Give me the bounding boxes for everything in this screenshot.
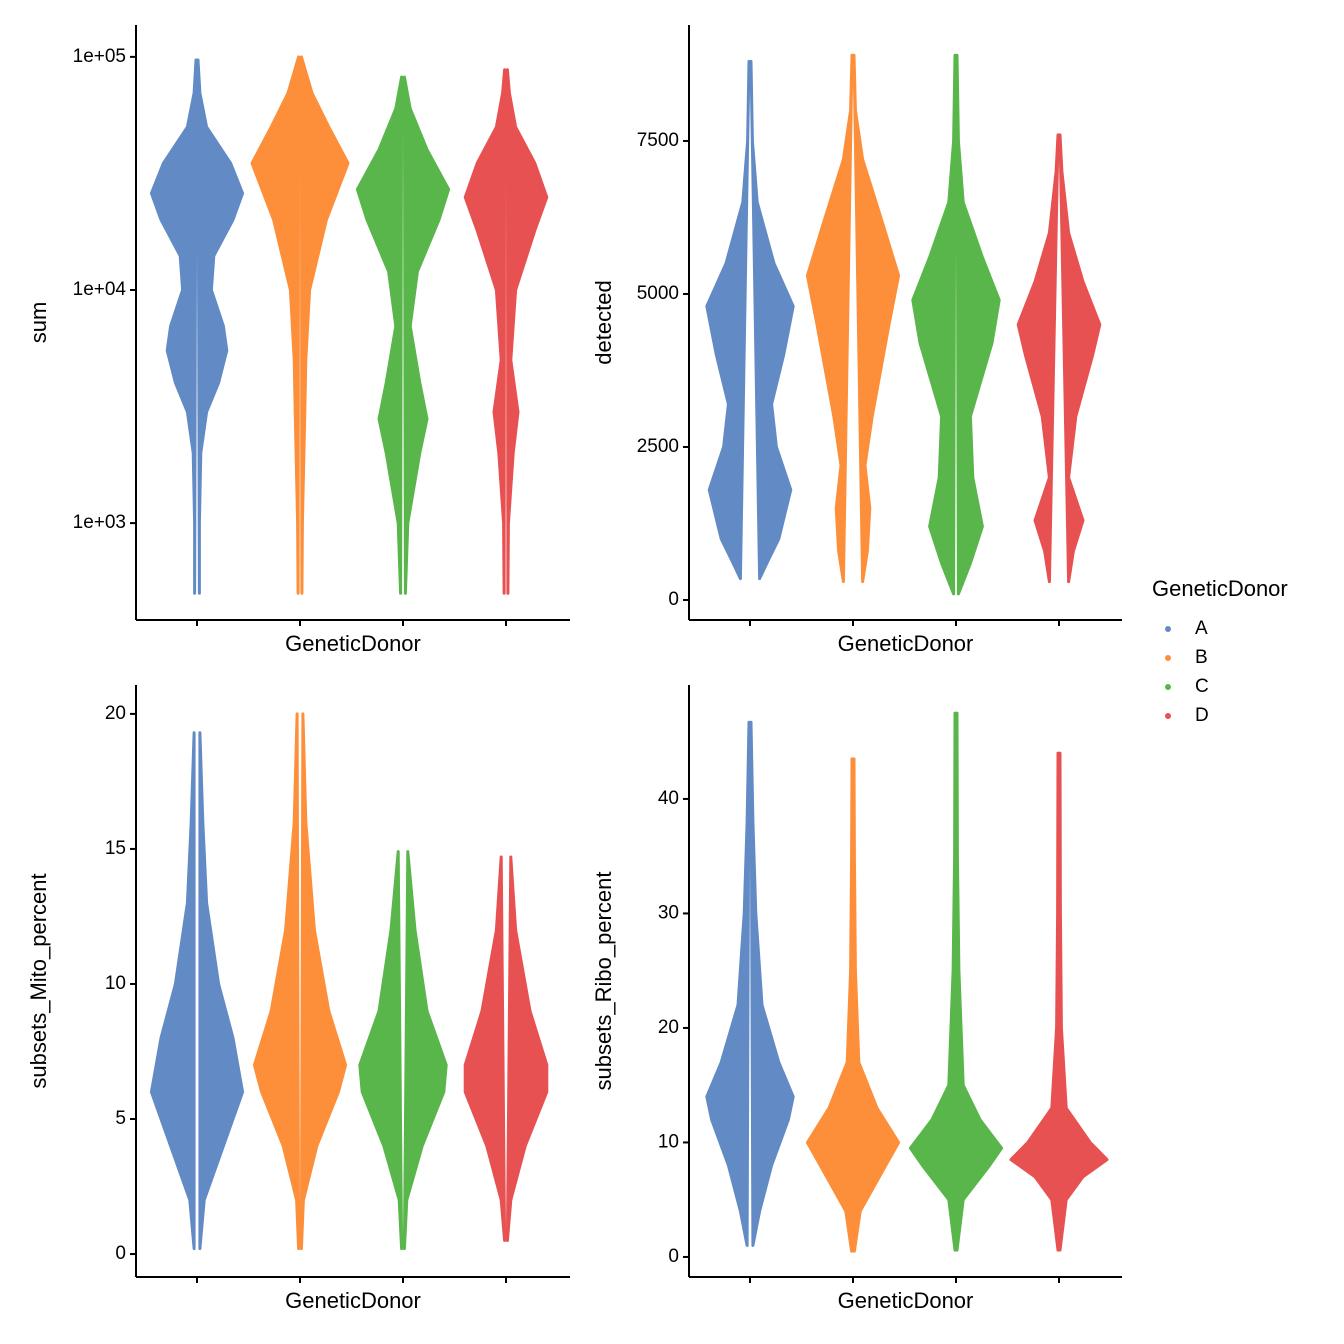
violin-half	[705, 720, 751, 1247]
violin-half	[250, 55, 301, 595]
y-tick-label: 7500	[637, 130, 679, 151]
y-tick-label: 15	[105, 838, 126, 859]
legend-label: D	[1195, 705, 1209, 726]
violin-half	[955, 711, 1004, 1252]
y-tick-label: 5000	[637, 283, 679, 304]
x-axis-title: GeneticDonor	[285, 1288, 421, 1313]
violin-half	[252, 712, 301, 1251]
y-tick-label: 2500	[637, 436, 679, 457]
violin-half	[1009, 751, 1060, 1252]
legend-title: GeneticDonor	[1152, 576, 1288, 601]
y-tick-label: 10	[658, 1131, 679, 1152]
y-axis-title: subsets_Ribo_percent	[591, 872, 616, 1091]
y-tick-label: 1e+04	[73, 279, 127, 300]
violin-half	[911, 53, 957, 596]
y-axis-title: sum	[26, 302, 51, 344]
violin-half	[358, 850, 404, 1251]
y-tick-label: 1e+03	[73, 512, 126, 533]
violin-half	[749, 59, 795, 581]
y-tick-label: 1e+05	[73, 46, 126, 67]
y-tick-label: 5	[115, 1108, 126, 1129]
violin-half	[355, 75, 404, 595]
violin-half	[1058, 751, 1109, 1252]
violin-half	[299, 712, 348, 1251]
violin-half	[505, 68, 549, 595]
violin-half	[1016, 133, 1060, 584]
violin-half	[805, 53, 854, 584]
violin-half	[299, 55, 350, 595]
violin-half	[705, 59, 751, 581]
violin-half	[402, 75, 451, 595]
x-axis-title: GeneticDonor	[838, 631, 974, 656]
violin-half	[149, 731, 196, 1251]
y-tick-label: 40	[658, 788, 679, 809]
legend-label: A	[1195, 618, 1208, 639]
x-axis-title: GeneticDonor	[838, 1288, 974, 1313]
y-tick-label: 20	[658, 1017, 679, 1038]
violin-half	[852, 757, 901, 1253]
legend-marker	[1165, 684, 1171, 690]
violin-half	[908, 711, 957, 1252]
y-tick-label: 10	[105, 973, 126, 994]
y-tick-label: 0	[115, 1243, 126, 1264]
violin-half	[955, 53, 1001, 596]
legend-label: C	[1195, 676, 1209, 697]
y-tick-label: 20	[105, 703, 126, 724]
legend-label: B	[1195, 647, 1208, 668]
violin-half	[463, 68, 507, 595]
violin-half	[1058, 133, 1102, 584]
legend-marker	[1165, 626, 1171, 632]
violin-half	[198, 731, 245, 1251]
violin-half	[463, 855, 507, 1242]
y-axis-title: subsets_Mito_percent	[26, 873, 51, 1088]
violin-half	[402, 850, 448, 1251]
y-tick-label: 30	[658, 902, 679, 923]
violin-half	[196, 58, 245, 595]
legend-marker	[1165, 655, 1171, 661]
violin-half	[505, 855, 549, 1242]
violin-half	[149, 58, 198, 595]
violin-half	[749, 720, 795, 1247]
violin-half	[852, 53, 901, 584]
violin-half	[805, 757, 854, 1253]
y-tick-label: 0	[668, 589, 679, 610]
x-axis-title: GeneticDonor	[285, 631, 421, 656]
legend-marker	[1165, 713, 1171, 719]
y-tick-label: 0	[668, 1246, 679, 1267]
y-axis-title: detected	[591, 280, 616, 364]
